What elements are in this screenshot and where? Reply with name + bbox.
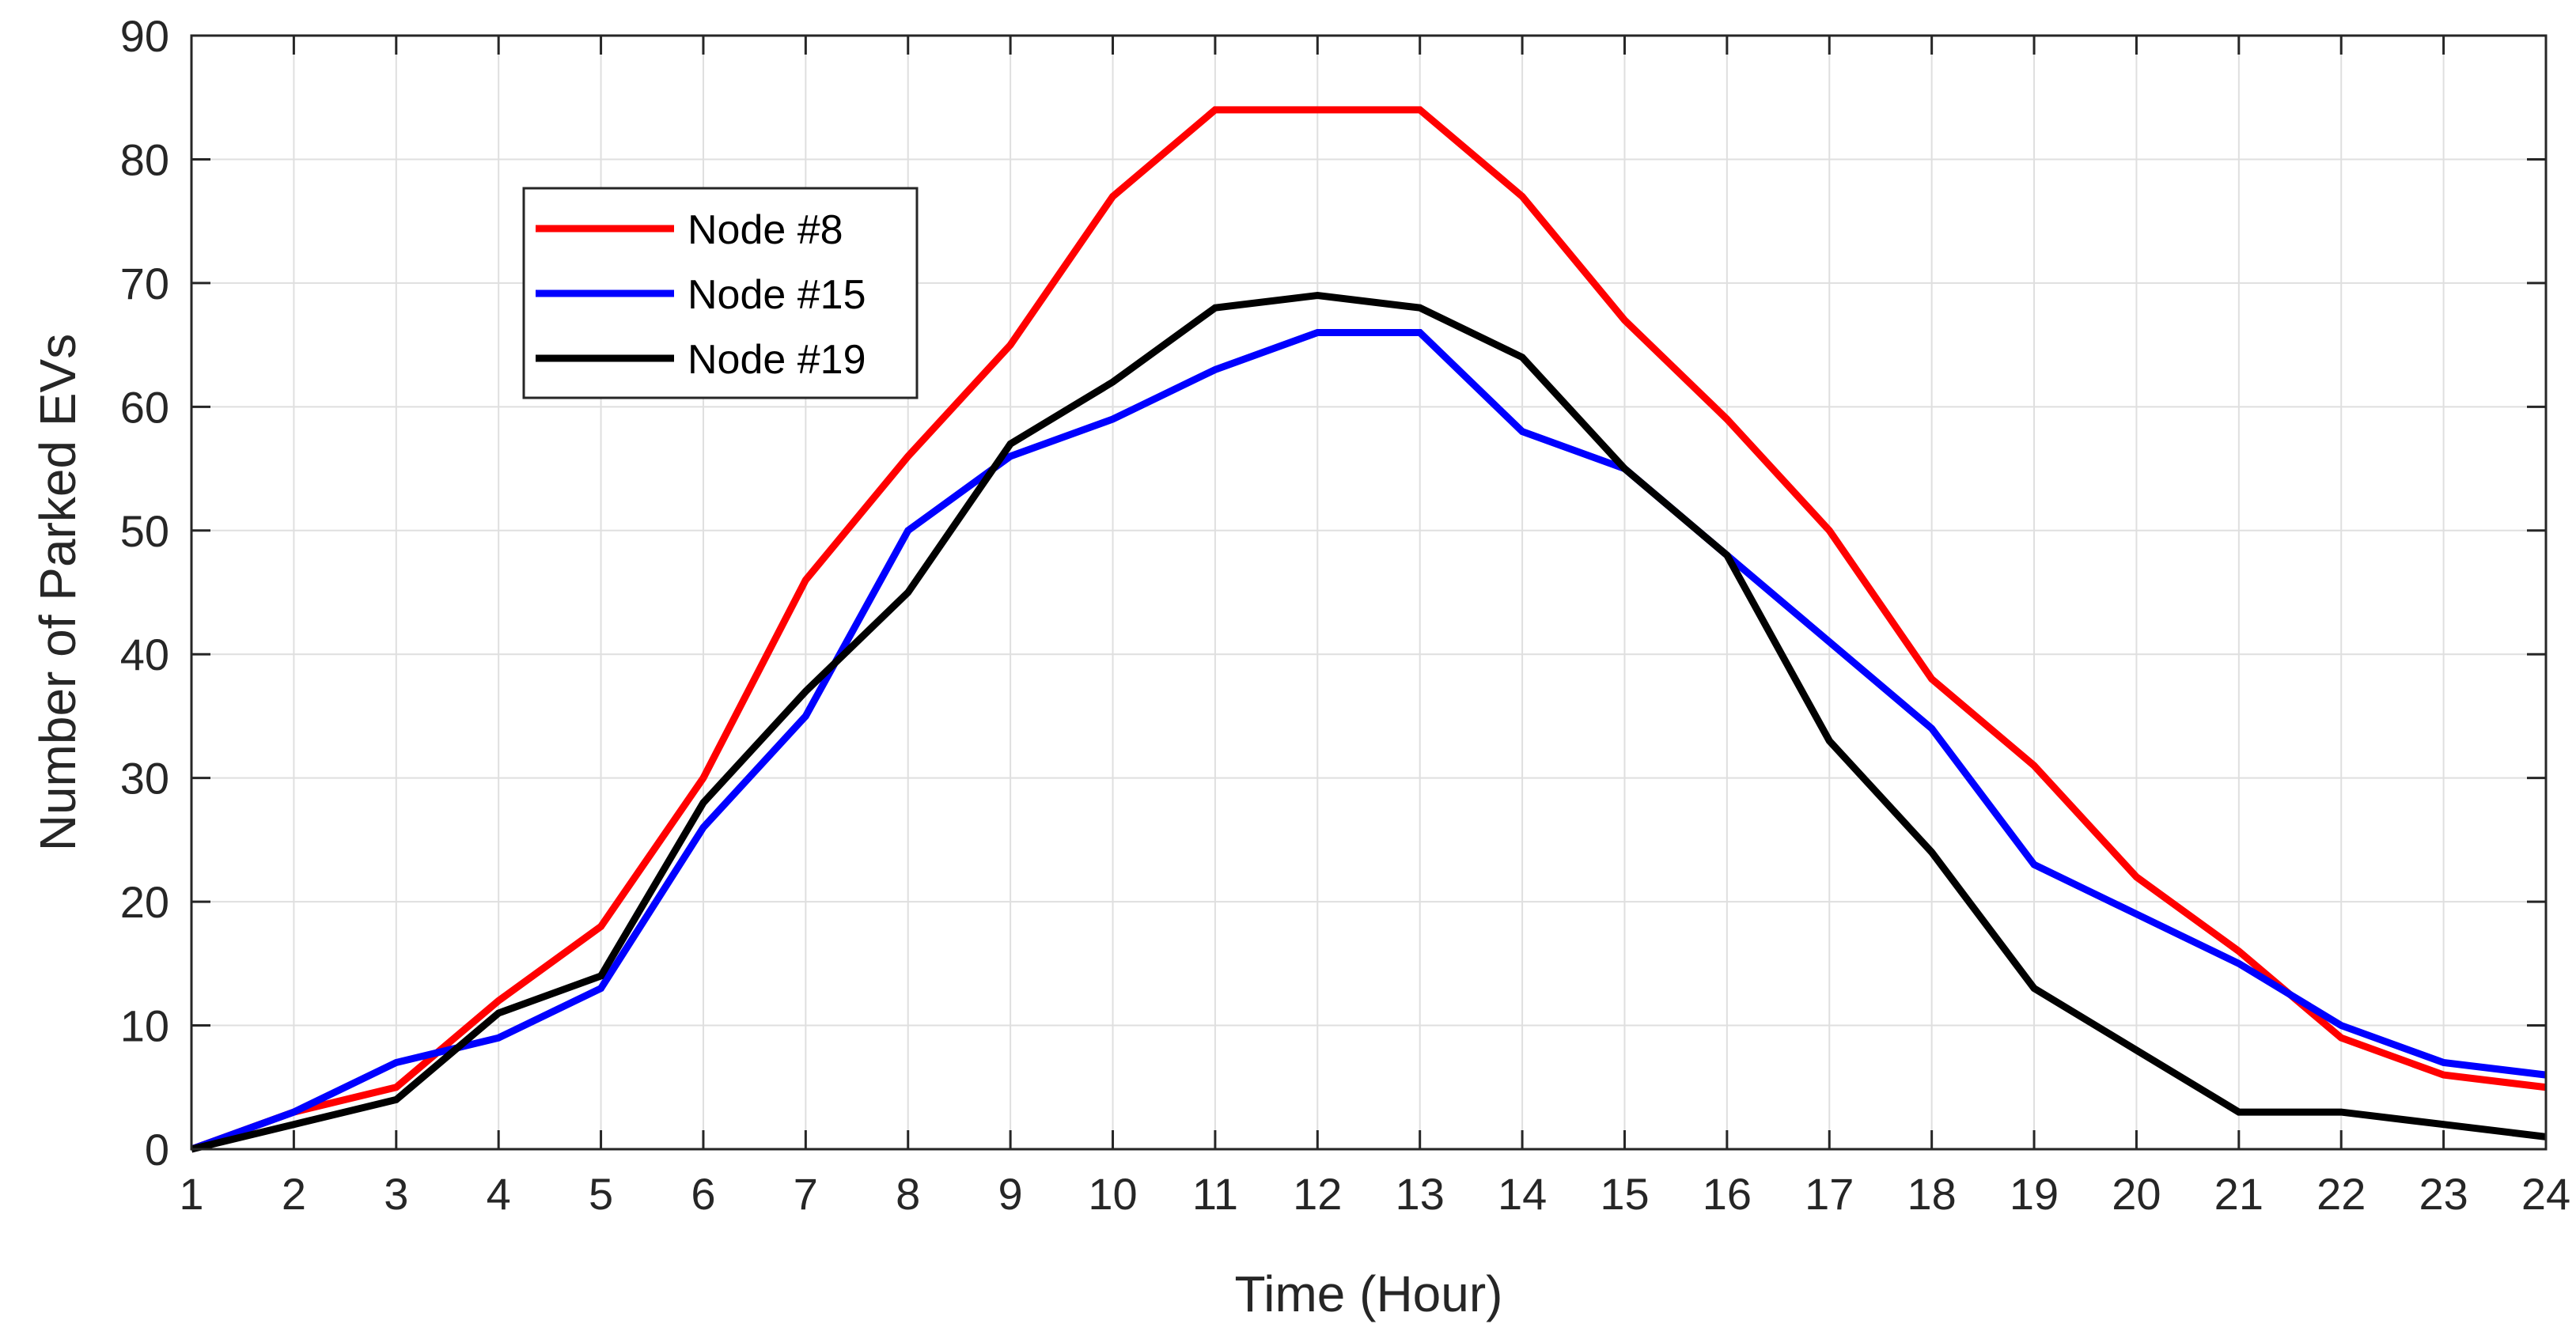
x-tick-label: 24	[2521, 1169, 2570, 1219]
y-tick-label: 40	[120, 630, 169, 679]
legend-label: Node #8	[688, 207, 843, 253]
x-tick-label: 23	[2419, 1169, 2468, 1219]
x-tick-label: 10	[1088, 1169, 1137, 1219]
y-tick-label: 60	[120, 382, 169, 432]
x-tick-label: 22	[2317, 1169, 2366, 1219]
x-tick-label: 1	[179, 1169, 203, 1219]
y-axis-label: Number of Parked EVs	[29, 334, 86, 852]
y-tick-label: 30	[120, 754, 169, 804]
x-tick-label: 15	[1600, 1169, 1649, 1219]
y-tick-label: 10	[120, 1001, 169, 1051]
series-line-node-19	[190, 292, 2547, 1153]
x-tick-label: 3	[384, 1169, 408, 1219]
y-tick-label: 50	[120, 506, 169, 556]
x-tick-label: 20	[2112, 1169, 2161, 1219]
y-tick-label: 0	[145, 1125, 169, 1174]
y-tick-label: 90	[120, 11, 169, 61]
axis-tick-labels: 1 2 3 4 5 6 7 8 9 10 11 12 13 14 15 16 17 18 19 20 21 22 23 240…	[120, 11, 2570, 1219]
x-tick-label: 18	[1907, 1169, 1957, 1219]
y-tick-label: 70	[120, 259, 169, 308]
x-tick-label: 8	[896, 1169, 920, 1219]
x-tick-label: 21	[2214, 1169, 2263, 1219]
x-tick-label: 11	[1192, 1169, 1238, 1219]
x-tick-label: 9	[998, 1169, 1023, 1219]
x-tick-label: 7	[794, 1169, 818, 1219]
series-line-node-8	[190, 106, 2547, 1153]
series-lines	[190, 106, 2547, 1153]
x-tick-label: 16	[1703, 1169, 1752, 1219]
axis-ticks	[190, 34, 2548, 1151]
legend-label: Node #15	[688, 272, 866, 318]
x-axis-label: Time (Hour)	[1235, 1265, 1503, 1322]
x-tick-label: 13	[1396, 1169, 1445, 1219]
x-tick-label: 12	[1293, 1169, 1342, 1219]
x-tick-label: 14	[1498, 1169, 1547, 1219]
series-line-node-15	[190, 328, 2547, 1153]
legend-label: Node #19	[688, 337, 866, 383]
legend: Node #8 Node #15 Node #19	[522, 187, 919, 399]
x-tick-label: 4	[487, 1169, 511, 1219]
y-tick-label: 80	[120, 134, 169, 184]
plot-frame	[190, 34, 2548, 1151]
legend-entries: Node #8 Node #15 Node #19	[536, 207, 866, 383]
x-tick-label: 2	[282, 1169, 306, 1219]
x-tick-label: 17	[1805, 1169, 1854, 1219]
x-tick-label: 5	[589, 1169, 613, 1219]
x-tick-label: 6	[691, 1169, 715, 1219]
x-tick-label: 19	[2010, 1169, 2059, 1219]
y-tick-label: 20	[120, 877, 169, 927]
